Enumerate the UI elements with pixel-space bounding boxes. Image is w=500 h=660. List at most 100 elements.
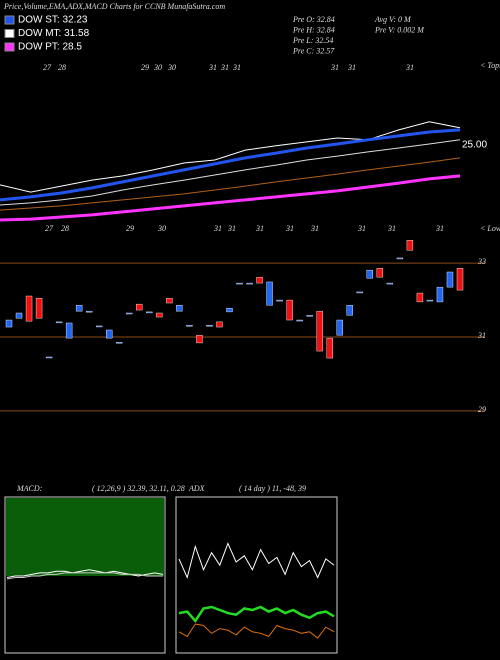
candle-body <box>306 315 313 317</box>
candle-body <box>156 312 163 318</box>
candle-body <box>346 305 353 316</box>
panel-subtitle: ( 12,26,9 ) 32.39, 32.11, 0.28 <box>92 484 185 493</box>
date-label: 30 <box>157 224 166 233</box>
y-tick-label: 25.00 <box>462 140 487 151</box>
candle-body <box>35 298 43 319</box>
candle-body <box>176 305 183 312</box>
series-line <box>178 542 335 580</box>
legend-swatch <box>4 42 15 52</box>
candle-body <box>276 299 283 302</box>
legend-swatch <box>4 15 15 25</box>
candle-body <box>406 240 414 251</box>
candle-body <box>336 319 343 336</box>
panel-title: ADX <box>188 484 206 493</box>
candle-body <box>446 271 454 288</box>
date-label: 28 <box>58 63 66 72</box>
candle-body <box>166 298 173 304</box>
candle-body <box>256 276 263 284</box>
candle-body <box>136 303 143 311</box>
candle-body <box>15 312 23 319</box>
series-line <box>0 121 461 193</box>
candle-body <box>436 286 444 303</box>
candle-body <box>106 329 113 339</box>
candle-body <box>216 321 223 328</box>
candle-body <box>65 322 73 339</box>
stat: Pre H: 32.84 <box>292 25 335 34</box>
date-label: 31 <box>232 63 241 72</box>
page-title: Price,Volume,EMA,ADX,MACD Charts for CCN… <box>3 2 225 11</box>
date-label: 29 <box>126 224 134 233</box>
y-tick-label: 33 <box>477 257 486 266</box>
candle-body <box>396 257 404 260</box>
adx-frame <box>175 496 338 654</box>
candle-body <box>45 356 53 359</box>
candle-body <box>55 321 63 324</box>
stat: Pre C: 32.57 <box>292 46 335 55</box>
date-label: 29 <box>141 63 149 72</box>
series-line <box>0 174 461 222</box>
y-tick-label: 29 <box>478 405 486 414</box>
legend-label: DOW ST: 32.23 <box>18 15 88 26</box>
candle-body <box>366 269 373 279</box>
series-line <box>178 623 335 639</box>
date-label: 31 <box>357 224 366 233</box>
candle-body <box>5 319 13 328</box>
candle-body <box>416 292 424 303</box>
date-label: 31 <box>220 63 229 72</box>
lows-label: < Lows <box>480 224 500 233</box>
candle-body <box>296 319 303 322</box>
series-line <box>0 139 461 206</box>
date-label: 30 <box>167 63 176 72</box>
legend-label: DOW MT: 31.58 <box>18 28 90 39</box>
candle-body <box>246 282 253 285</box>
series-line <box>6 569 164 578</box>
y-tick-label: 31 <box>477 331 486 340</box>
series-line <box>178 605 335 623</box>
date-label: 28 <box>61 224 69 233</box>
date-label: 31 <box>347 63 356 72</box>
date-label: 31 <box>255 224 264 233</box>
panel-subtitle: ( 14 day ) 11, -48, 39 <box>239 484 306 493</box>
candle-body <box>206 325 213 327</box>
candle-body <box>236 282 243 285</box>
date-label: 31 <box>213 224 222 233</box>
date-label: 31 <box>285 224 294 233</box>
candle-body <box>226 308 233 313</box>
candle-body <box>316 310 323 352</box>
candle-body <box>85 310 93 313</box>
candle-body <box>456 268 464 291</box>
candle-body <box>356 291 363 294</box>
stat: Avg V: 0 M <box>374 15 412 24</box>
candle-body <box>426 299 434 302</box>
candle-body <box>386 282 394 285</box>
date-label: 31 <box>435 224 444 233</box>
tops-label: < Tops <box>480 61 500 70</box>
date-label: 27 <box>45 224 54 233</box>
date-label: 31 <box>227 224 236 233</box>
candle-body <box>95 325 103 328</box>
legend-swatch <box>4 29 15 38</box>
series-line <box>0 128 461 202</box>
date-label: 31 <box>310 224 319 233</box>
candle-body <box>75 305 83 312</box>
stat: Pre V: 0.002 M <box>374 25 425 34</box>
date-label: 31 <box>405 63 414 72</box>
series-line <box>0 157 461 211</box>
macd-frame <box>4 496 166 654</box>
candle-body <box>25 295 33 322</box>
candle-body <box>186 325 193 327</box>
candle-body <box>286 299 293 321</box>
stat: Pre L: 32.54 <box>292 36 333 45</box>
series-line <box>6 572 163 580</box>
candle-body <box>326 337 333 359</box>
legend-label: DOW PT: 28.5 <box>18 42 82 53</box>
date-label: 31 <box>208 63 217 72</box>
macd-histogram-area <box>6 498 164 576</box>
candle-body <box>116 341 123 344</box>
date-label: 27 <box>43 63 52 72</box>
candle-body <box>266 281 273 306</box>
date-label: 31 <box>387 224 396 233</box>
candle-body <box>146 311 153 314</box>
stat: Pre O: 32.84 <box>292 15 335 24</box>
candle-body <box>376 268 384 278</box>
